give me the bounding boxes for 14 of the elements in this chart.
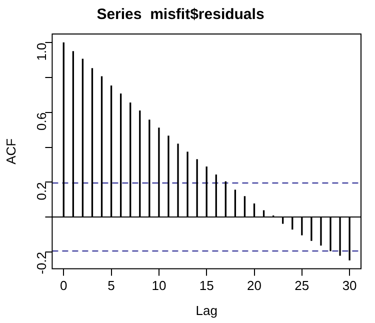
y-tick-label: 0.2 (34, 182, 49, 200)
x-axis-title: Lag (196, 302, 218, 318)
y-axis-title: ACF (3, 138, 18, 164)
chart-title: Series misfit$residuals (96, 6, 264, 24)
x-tick-label: 5 (108, 278, 115, 294)
x-tick-label: 25 (294, 278, 310, 294)
y-tick-label: 0.6 (34, 112, 49, 131)
x-tick-label: 20 (247, 278, 262, 294)
x-tick-label: 0 (60, 278, 68, 294)
y-tick-label: -0.2 (34, 252, 49, 274)
x-tick-label: 15 (199, 278, 214, 294)
x-tick-label: 30 (342, 278, 357, 294)
x-tick-label: 10 (152, 278, 166, 294)
y-tick-label: 1.0 (34, 42, 49, 61)
